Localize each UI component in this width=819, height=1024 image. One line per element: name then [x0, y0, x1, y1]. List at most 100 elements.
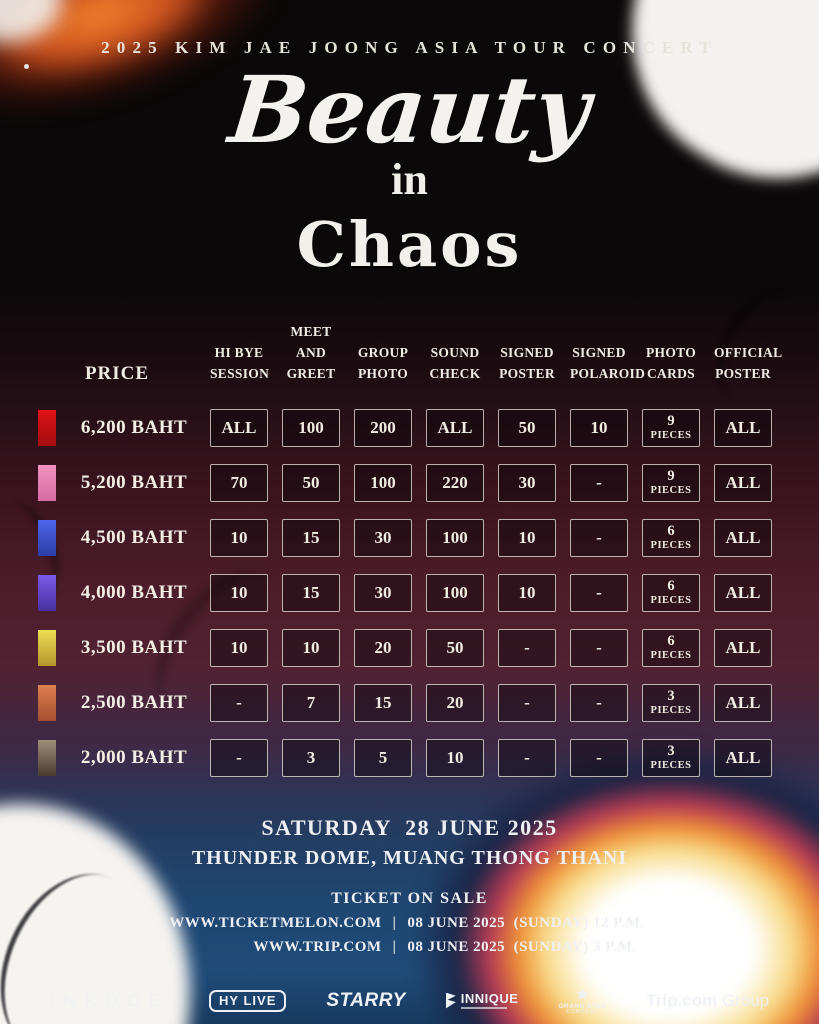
table-cell: 15 — [282, 518, 340, 557]
price-color-swatch — [38, 574, 56, 611]
table-cell: - — [210, 738, 268, 777]
table-cell: ALL — [714, 738, 772, 777]
price-color-swatch — [38, 464, 56, 501]
table-cell: 9 PIECES — [642, 408, 700, 447]
grand-star-subtext: CONCERT — [566, 1009, 599, 1016]
table-cell: 10 — [426, 738, 484, 777]
table-cell: 20 — [426, 683, 484, 722]
price-label: 4,000 BAHT — [80, 581, 188, 603]
table-cell: 100 — [426, 573, 484, 612]
grand-star-text: GRAND STAR — [558, 1002, 607, 1010]
table-cell: 10 — [498, 573, 556, 612]
table-row: 3,500 BAHT 10 10 20 50- -6 PIECES ALL — [38, 628, 780, 667]
table-cell: 30 — [354, 573, 412, 612]
table-cell: - — [570, 628, 628, 667]
innique-logo-text: INNIQUE — [460, 991, 519, 1007]
event-info: SATURDAY 28 JUNE 2025 THUNDER DOME, MUAN… — [0, 815, 819, 956]
table-cell: ALL — [714, 573, 772, 612]
column-header: SOUND CHECK — [429, 344, 481, 381]
table-cell: 3 PIECES — [642, 738, 700, 777]
table-row: 6,200 BAHT ALL 100 200 ALL 50 10 9 PIECES ALL — [38, 408, 780, 447]
column-header: SIGNED POLAROID — [570, 344, 646, 381]
table-cell: - — [498, 683, 556, 722]
table-cell: ALL — [714, 463, 772, 502]
sale-channel-row: WWW.TICKETMELON.COM | 08 JUNE 2025 (SUND… — [0, 915, 819, 932]
table-cell: 50 — [426, 628, 484, 667]
table-cell: 100 — [354, 463, 412, 502]
table-cell: 100 — [282, 408, 340, 447]
sale-separator: | — [392, 914, 397, 931]
sale-site: WWW.TRIP.COM — [253, 938, 382, 955]
column-header: PHOTO CARDS — [645, 344, 696, 381]
price-label: 4,500 BAHT — [80, 526, 188, 548]
innique-flag-icon — [445, 992, 456, 1009]
title-word-chaos: Chaos — [296, 208, 523, 281]
trip-group-text: Group — [721, 990, 770, 1010]
table-cell: 10 — [210, 628, 268, 667]
table-cell: 20 — [354, 628, 412, 667]
table-cell: 7 — [282, 683, 340, 722]
table-cell: ALL — [714, 683, 772, 722]
tour-headline: 2025 KIM JAE JOONG ASIA TOUR CONCERT — [101, 38, 718, 57]
event-date: SATURDAY 28 JUNE 2025 — [261, 814, 558, 840]
trip-com-group-logo: Trip.com Group — [646, 991, 769, 1011]
table-cell: 50 — [498, 408, 556, 447]
table-row: 2,500 BAHT -7 15 20- -3 PIECES ALL — [38, 683, 780, 722]
table-row: 5,200 BAHT 70 50 100 220 30-9 PIECES ALL — [38, 463, 780, 502]
table-row: 2,000 BAHT -3 5 10- -3 PIECES ALL — [38, 738, 780, 777]
price-color-swatch — [38, 409, 56, 446]
table-cell: 6 PIECES — [642, 518, 700, 557]
price-color-swatch — [38, 629, 56, 666]
column-header: SIGNED POSTER — [499, 344, 555, 381]
price-color-swatch — [38, 519, 56, 556]
price-label: 5,200 BAHT — [80, 471, 188, 493]
table-cell: 3 — [282, 738, 340, 777]
title-word-in: in — [391, 155, 428, 204]
table-cell: - — [570, 683, 628, 722]
table-cell: - — [570, 463, 628, 502]
table-cell: 30 — [498, 463, 556, 502]
column-header: GROUP PHOTO — [357, 344, 409, 381]
table-cell: - — [210, 683, 268, 722]
table-cell: ALL — [714, 628, 772, 667]
hylive-logo: HY LIVE — [209, 989, 287, 1012]
trip-com-text: Trip.com — [646, 990, 718, 1010]
table-cell: 220 — [426, 463, 484, 502]
innique-logo: INNIQUE — [445, 991, 519, 1010]
table-cell: 30 — [354, 518, 412, 557]
table-row: 4,000 BAHT 10 15 30 100 10-6 PIECES ALL — [38, 573, 780, 612]
sale-info: 08 JUNE 2025 (SUNDAY) 12 P.M. — [407, 914, 645, 931]
price-label: 6,200 BAHT — [80, 416, 188, 438]
table-cell: 15 — [282, 573, 340, 612]
table-cell: 5 — [354, 738, 412, 777]
table-cell: 6 PIECES — [642, 628, 700, 667]
event-venue: THUNDER DOME, MUANG THONG THANI — [191, 846, 628, 869]
table-cell: 6 PIECES — [642, 573, 700, 612]
table-cell: ALL — [714, 518, 772, 557]
sponsor-logos-row: INKODE HY LIVE STARRY INNIQUE ★ GRAND ST… — [0, 986, 819, 1016]
table-cell: 10 — [498, 518, 556, 557]
price-color-swatch — [38, 739, 56, 776]
column-header: HI BYE SESSION — [210, 344, 270, 381]
price-label: 3,500 BAHT — [80, 636, 188, 658]
price-color-swatch — [38, 684, 56, 721]
table-cell: 3 PIECES — [642, 683, 700, 722]
innique-subtext-bar — [460, 1007, 507, 1010]
inkode-logo: INKODE — [49, 990, 170, 1010]
column-header: OFFICIAL POSTER — [714, 344, 783, 381]
grand-star-concert-logo: ★ GRAND STAR CONCERT — [558, 986, 606, 1016]
price-column-header: PRICE — [84, 362, 150, 384]
table-cell: ALL — [426, 408, 484, 447]
title-word-beauty: Beauty — [224, 56, 595, 164]
table-cell: 10 — [210, 518, 268, 557]
sale-site: WWW.TICKETMELON.COM — [169, 914, 382, 931]
table-row: 4,500 BAHT 10 15 30 100 10-6 PIECES ALL — [38, 518, 780, 557]
table-cell: 9 PIECES — [642, 463, 700, 502]
poster-title: Beauty in Chaos — [0, 56, 819, 281]
table-cell: 50 — [282, 463, 340, 502]
table-cell: 100 — [426, 518, 484, 557]
table-cell: 10 — [282, 628, 340, 667]
table-cell: ALL — [714, 408, 772, 447]
table-cell: 15 — [354, 683, 412, 722]
